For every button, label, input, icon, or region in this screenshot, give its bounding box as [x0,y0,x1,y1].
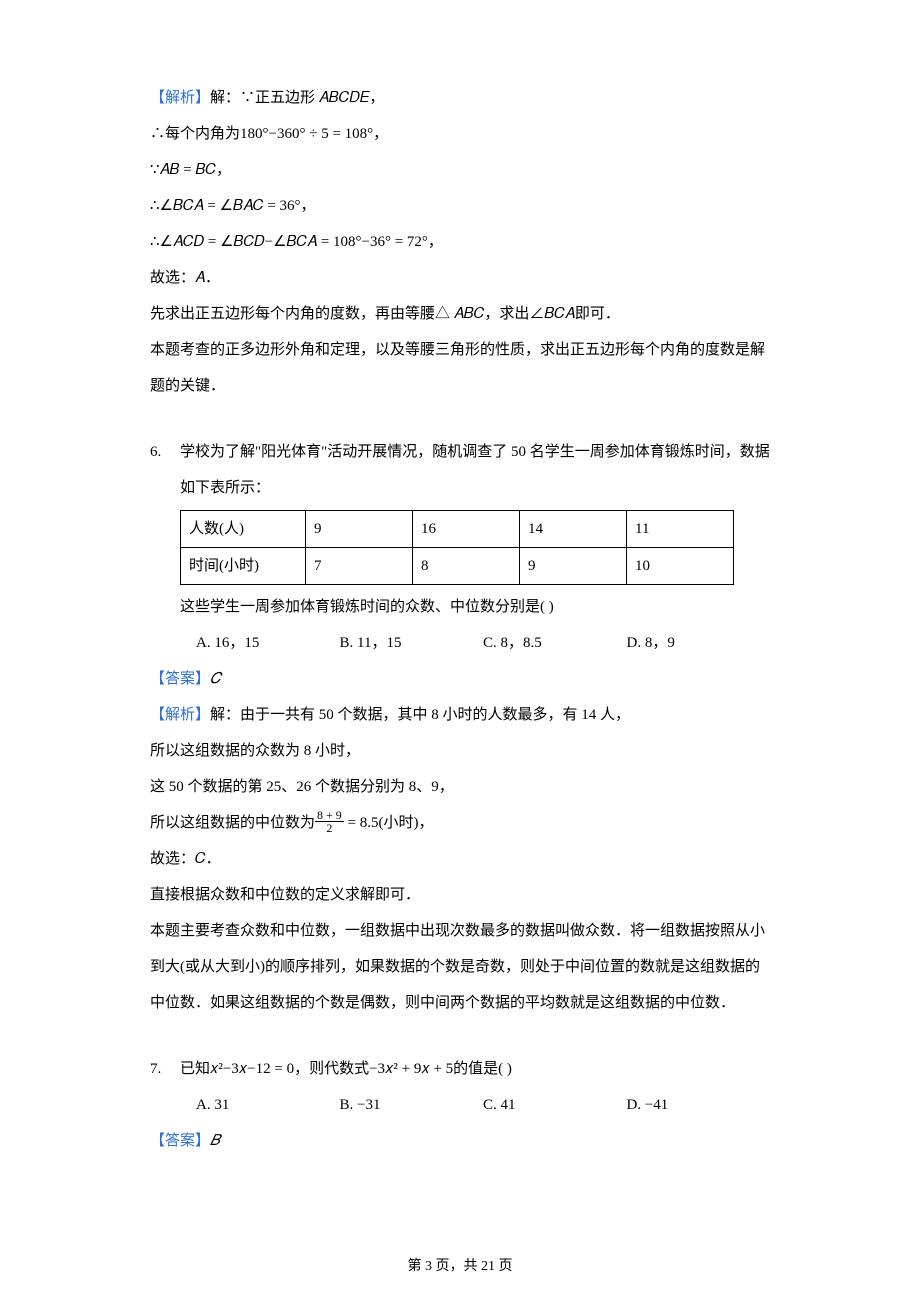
q6-sol-line7: 本题主要考查众数和中位数，一组数据中出现次数最多的数据叫做众数．将一组数据按照从… [150,913,770,1021]
table-cell: 人数(人) [181,511,306,548]
analysis-label: 【解析】 [150,90,210,106]
spacer [150,404,770,434]
answer-label: 【答案】 [150,1133,210,1149]
text: 所以这组数据的中位数为 [150,815,315,831]
table-cell: 16 [413,511,520,548]
text: 解：∵正五边形 𝐴𝐵𝐶𝐷𝐸， [210,90,384,106]
q6-stem1: 学校为了解"阳光体育"活动开展情况，随机调查了 50 名学生一周参加体育锻炼时间… [180,434,770,506]
option-d: D. −41 [627,1087,771,1123]
page: 【解析】解：∵正五边形 𝐴𝐵𝐶𝐷𝐸， ∴每个内角为180°−360° ÷ 5 =… [0,0,920,1302]
answer-label: 【答案】 [150,671,210,687]
solution5-line2: ∴每个内角为180°−360° ÷ 5 = 108°， [150,116,770,152]
q6-sol-line5: 故选：𝐶． [150,841,770,877]
q6-options: A. 16，15 B. 11，15 C. 8，8.5 D. 8，9 [150,625,770,661]
option-d: D. 8，9 [627,625,771,661]
question-number: 7. [150,1051,180,1087]
fraction: 8 + 92 [315,809,344,834]
solution5-line8: 本题考查的正多边形外角和定理，以及等腰三角形的性质，求出正五边形每个内角的度数是… [150,332,770,404]
table-cell: 9 [306,511,413,548]
table-cell: 8 [413,548,520,585]
q7-options: A. 31 B. −31 C. 41 D. −41 [150,1087,770,1123]
table-cell: 11 [627,511,734,548]
option-c: C. 41 [483,1087,627,1123]
option-c: C. 8，8.5 [483,625,627,661]
q6-stem2: 这些学生一周参加体育锻炼时间的众数、中位数分别是( ) [150,589,770,625]
fraction-denominator: 2 [315,822,344,834]
q6-sol-line1: 【解析】解：由于一共有 50 个数据，其中 8 小时的人数最多，有 14 人， [150,697,770,733]
table-row: 人数(人) 9 16 14 11 [181,511,734,548]
q7-stem: 已知𝑥²−3𝑥−12 = 0，则代数式−3𝑥² + 9𝑥 + 5的值是( ) [180,1051,770,1087]
q6-sol-line4: 所以这组数据的中位数为8 + 92 = 8.5(小时)， [150,805,770,841]
table-cell: 14 [520,511,627,548]
q6-answer-line: 【答案】𝐶 [150,661,770,697]
text: = 8.5(小时)， [344,815,434,831]
q6-data-table: 人数(人) 9 16 14 11 时间(小时) 7 8 9 10 [180,510,734,585]
option-a: A. 31 [196,1087,340,1123]
solution5-line7: 先求出正五边形每个内角的度数，再由等腰△ 𝐴𝐵𝐶，求出∠𝐵𝐶𝐴即可． [150,296,770,332]
q6-sol-line6: 直接根据众数和中位数的定义求解即可． [150,877,770,913]
solution5-line4: ∴∠𝐵𝐶𝐴 = ∠𝐵𝐴𝐶 = 36°， [150,188,770,224]
table-cell: 10 [627,548,734,585]
question-body: 已知𝑥²−3𝑥−12 = 0，则代数式−3𝑥² + 9𝑥 + 5的值是( ) [180,1051,770,1087]
question-6: 6. 学校为了解"阳光体育"活动开展情况，随机调查了 50 名学生一周参加体育锻… [150,434,770,506]
option-b: B. 11，15 [340,625,484,661]
table-cell: 9 [520,548,627,585]
question-body: 学校为了解"阳光体育"活动开展情况，随机调查了 50 名学生一周参加体育锻炼时间… [180,434,770,506]
solution5-line5: ∴∠𝐴𝐶𝐷 = ∠𝐵𝐶𝐷−∠𝐵𝐶𝐴 = 108°−36° = 72°， [150,224,770,260]
spacer [150,1021,770,1051]
page-footer: 第 3 页，共 21 页 [0,1260,920,1274]
text: 解：由于一共有 50 个数据，其中 8 小时的人数最多，有 14 人， [210,707,630,723]
answer-value: 𝐵 [210,1133,220,1149]
q7-answer-line: 【答案】𝐵 [150,1123,770,1159]
q6-sol-line3: 这 50 个数据的第 25、26 个数据分别为 8、9， [150,769,770,805]
option-b: B. −31 [340,1087,484,1123]
q6-sol-line2: 所以这组数据的众数为 8 小时， [150,733,770,769]
table-row: 时间(小时) 7 8 9 10 [181,548,734,585]
solution5-line6: 故选：𝐴． [150,260,770,296]
table-cell: 时间(小时) [181,548,306,585]
solution5-line3: ∵𝐴𝐵 = 𝐵𝐶， [150,152,770,188]
option-a: A. 16，15 [196,625,340,661]
solution5-line1: 【解析】解：∵正五边形 𝐴𝐵𝐶𝐷𝐸， [150,80,770,116]
table-cell: 7 [306,548,413,585]
question-7: 7. 已知𝑥²−3𝑥−12 = 0，则代数式−3𝑥² + 9𝑥 + 5的值是( … [150,1051,770,1087]
question-number: 6. [150,434,180,506]
answer-value: 𝐶 [210,671,221,687]
analysis-label: 【解析】 [150,707,210,723]
